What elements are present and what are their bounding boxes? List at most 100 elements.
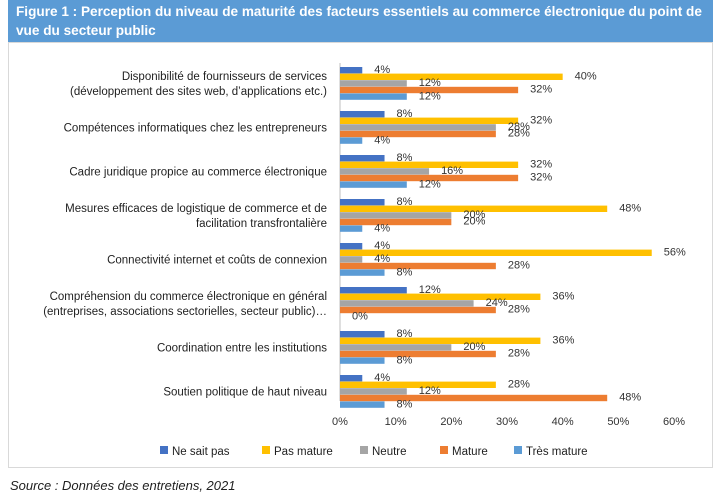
bar: [340, 86, 519, 94]
bar: [340, 137, 363, 144]
category-label: Mesures efficaces de logistique de comme…: [65, 203, 327, 215]
figure-title: Figure 1 : Perception du niveau de matur…: [8, 0, 713, 42]
data-label: 4%: [374, 222, 390, 234]
data-label: 16%: [441, 165, 463, 177]
data-label: 20%: [463, 209, 485, 221]
bar: [340, 111, 385, 118]
bar: [340, 300, 474, 307]
x-tick-label: 10%: [385, 416, 407, 428]
legend-swatch: [160, 446, 168, 454]
category-label: Compréhension du commerce électronique e…: [50, 291, 327, 303]
data-label: 12%: [419, 178, 441, 190]
data-label: 4%: [374, 372, 390, 384]
bar: [340, 243, 363, 250]
data-label: 8%: [397, 196, 413, 208]
bar: [340, 331, 385, 338]
legend-label: Pas mature: [274, 446, 333, 458]
data-label: 8%: [397, 398, 413, 410]
bar: [340, 344, 452, 351]
x-tick-label: 0%: [332, 416, 348, 428]
data-label: 8%: [397, 152, 413, 164]
bar: [340, 256, 363, 263]
bar: [340, 205, 608, 212]
legend-swatch: [360, 446, 368, 454]
data-label: 32%: [530, 159, 552, 171]
data-label: 20%: [463, 216, 485, 228]
bar: [340, 337, 541, 344]
legend-swatch: [262, 446, 270, 454]
data-label: 56%: [664, 247, 686, 259]
category-label: Cadre juridique propice au commerce élec…: [69, 166, 327, 178]
bar: [340, 80, 407, 87]
legend-label: Ne sait pas: [172, 446, 230, 458]
bar: [340, 375, 363, 382]
bar: [340, 269, 385, 276]
bar: [340, 212, 452, 219]
x-tick-label: 40%: [552, 416, 574, 428]
category-label: Connectivité internet et coûts de connex…: [107, 254, 327, 266]
bar: [340, 73, 563, 80]
bar: [340, 130, 496, 138]
bar: [340, 381, 496, 388]
bar: [340, 199, 385, 206]
data-label: 0%: [352, 310, 368, 322]
bar: [340, 168, 430, 175]
category-label: Soutien politique de haut niveau: [163, 386, 327, 398]
bar: [340, 117, 519, 124]
category-label: Disponibilité de fournisseurs de service…: [122, 71, 327, 83]
data-label: 12%: [419, 385, 441, 397]
bar: [340, 350, 496, 358]
bar: [340, 181, 407, 188]
bar: [340, 306, 496, 314]
category-label: Compétences informatiques chez les entre…: [64, 122, 328, 134]
x-tick-label: 60%: [663, 416, 685, 428]
legend-swatch: [440, 446, 448, 454]
bar: [340, 155, 385, 162]
bar: [340, 218, 452, 226]
data-label: 20%: [463, 341, 485, 353]
data-label: 8%: [397, 108, 413, 120]
bar: [340, 249, 652, 256]
bar: [340, 293, 541, 300]
data-label: 8%: [397, 328, 413, 340]
data-label: 12%: [419, 284, 441, 296]
data-label: 36%: [552, 291, 574, 303]
x-tick-label: 20%: [440, 416, 462, 428]
data-label: 24%: [486, 297, 508, 309]
bar: [340, 161, 519, 168]
bar: [340, 174, 519, 182]
legend-label: Mature: [452, 446, 488, 458]
data-label: 12%: [419, 77, 441, 89]
legend-label: Très mature: [526, 446, 588, 458]
legend-label: Neutre: [372, 446, 407, 458]
data-label: 4%: [374, 64, 390, 76]
data-label: 12%: [419, 90, 441, 102]
data-label: 40%: [575, 71, 597, 83]
bar: [340, 262, 496, 270]
bar: [340, 357, 385, 364]
bar: [340, 287, 407, 294]
bar: [340, 225, 363, 232]
data-label: 28%: [508, 260, 530, 272]
legend-swatch: [514, 446, 522, 454]
bar: [340, 67, 363, 74]
data-label: 4%: [374, 253, 390, 265]
data-label: 32%: [530, 84, 552, 96]
category-label: (entreprises, associations sectorielles,…: [43, 306, 327, 318]
data-label: 4%: [374, 240, 390, 252]
data-label: 4%: [374, 134, 390, 146]
x-tick-label: 30%: [496, 416, 518, 428]
data-label: 8%: [397, 354, 413, 366]
data-label: 28%: [508, 304, 530, 316]
data-label: 28%: [508, 121, 530, 133]
category-label: (développement des sites web, d’applicat…: [70, 86, 327, 98]
data-label: 32%: [530, 172, 552, 184]
bar: [340, 93, 407, 100]
bar: [340, 388, 407, 395]
data-label: 28%: [508, 379, 530, 391]
source-note: Source : Données des entretiens, 2021: [10, 478, 236, 493]
category-label: Coordination entre les institutions: [157, 342, 327, 354]
data-label: 28%: [508, 348, 530, 360]
data-label: 36%: [552, 335, 574, 347]
category-label: facilitation transfrontalière: [196, 218, 327, 230]
